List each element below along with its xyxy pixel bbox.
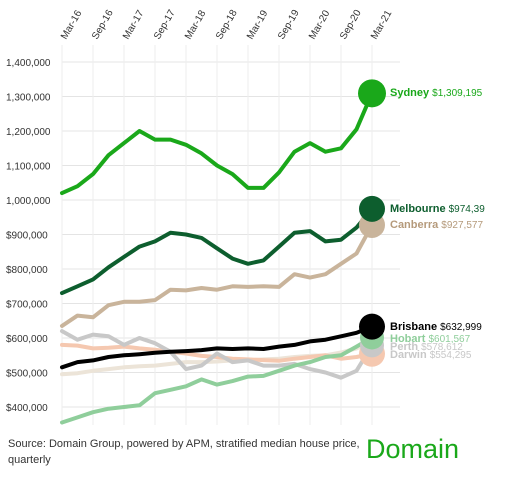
series-value-brisbane: $632,999 xyxy=(440,322,482,333)
x-tick-label: Sep-19 xyxy=(276,8,302,42)
series-line-perth xyxy=(60,329,374,380)
series-line-brisbane xyxy=(60,324,374,370)
y-tick-label: $600,000 xyxy=(6,334,48,345)
series-lines xyxy=(60,91,374,425)
series-value-sydney: $1,309,195 xyxy=(432,88,482,99)
x-tick-label: Mar-16 xyxy=(59,8,85,41)
x-tick-label: Sep-16 xyxy=(90,8,116,42)
series-value-hobart: $601,567 xyxy=(428,334,470,345)
y-tick-label: $700,000 xyxy=(6,300,48,311)
domain-logo: Domain xyxy=(366,434,460,464)
source-note: Source: Domain Group, powered by APM, st… xyxy=(8,438,360,466)
series-line-sydney xyxy=(60,91,374,196)
series-label-canberra: Canberra xyxy=(390,219,439,231)
x-tick-label: Mar-21 xyxy=(369,8,395,41)
y-tick-label: $800,000 xyxy=(6,265,48,276)
y-tick-label: 1,000,000 xyxy=(6,196,51,207)
series-value-melbourne: $974,39 xyxy=(449,204,486,215)
x-tick-label: Mar-19 xyxy=(245,8,271,41)
series-line-melbourne xyxy=(60,206,374,296)
series-value-perth: $578,612 xyxy=(421,342,463,353)
series-label-brisbane: Brisbane xyxy=(390,321,437,333)
y-tick-label: $400,000 xyxy=(6,403,48,414)
end-marker-brisbane xyxy=(359,313,385,340)
series-line-darwin xyxy=(60,342,374,363)
series-value-canberra: $927,577 xyxy=(441,220,483,231)
y-tick-label: $900,000 xyxy=(6,231,48,242)
y-tick-label: 1,400,000 xyxy=(6,58,51,69)
series-label-perth: Perth xyxy=(390,341,418,353)
series-label-melbourne: Melbourne xyxy=(390,203,446,215)
series-line-canberra xyxy=(60,223,374,328)
y-tick-label: 1,200,000 xyxy=(6,127,51,138)
series-label-darwin: Darwin xyxy=(390,349,427,361)
series-label-hobart: Hobart xyxy=(390,333,426,345)
series-label-sydney: Sydney xyxy=(390,87,430,99)
end-marker-melbourne xyxy=(359,195,385,222)
x-tick-label: Sep-20 xyxy=(338,8,364,42)
y-tick-label: 1,300,000 xyxy=(6,93,51,104)
series-value-darwin: $554,295 xyxy=(430,350,472,361)
series-line-hobart xyxy=(60,335,374,425)
y-tick-label: $500,000 xyxy=(6,369,48,380)
y-tick-label: 1,100,000 xyxy=(6,162,51,173)
x-tick-label: Sep-18 xyxy=(214,8,240,42)
x-tick-label: Mar-18 xyxy=(183,8,209,41)
x-tick-label: Mar-20 xyxy=(307,8,333,41)
x-tick-label: Sep-17 xyxy=(152,8,178,42)
end-marker-sydney xyxy=(358,79,386,108)
x-tick-label: Mar-17 xyxy=(121,8,147,41)
